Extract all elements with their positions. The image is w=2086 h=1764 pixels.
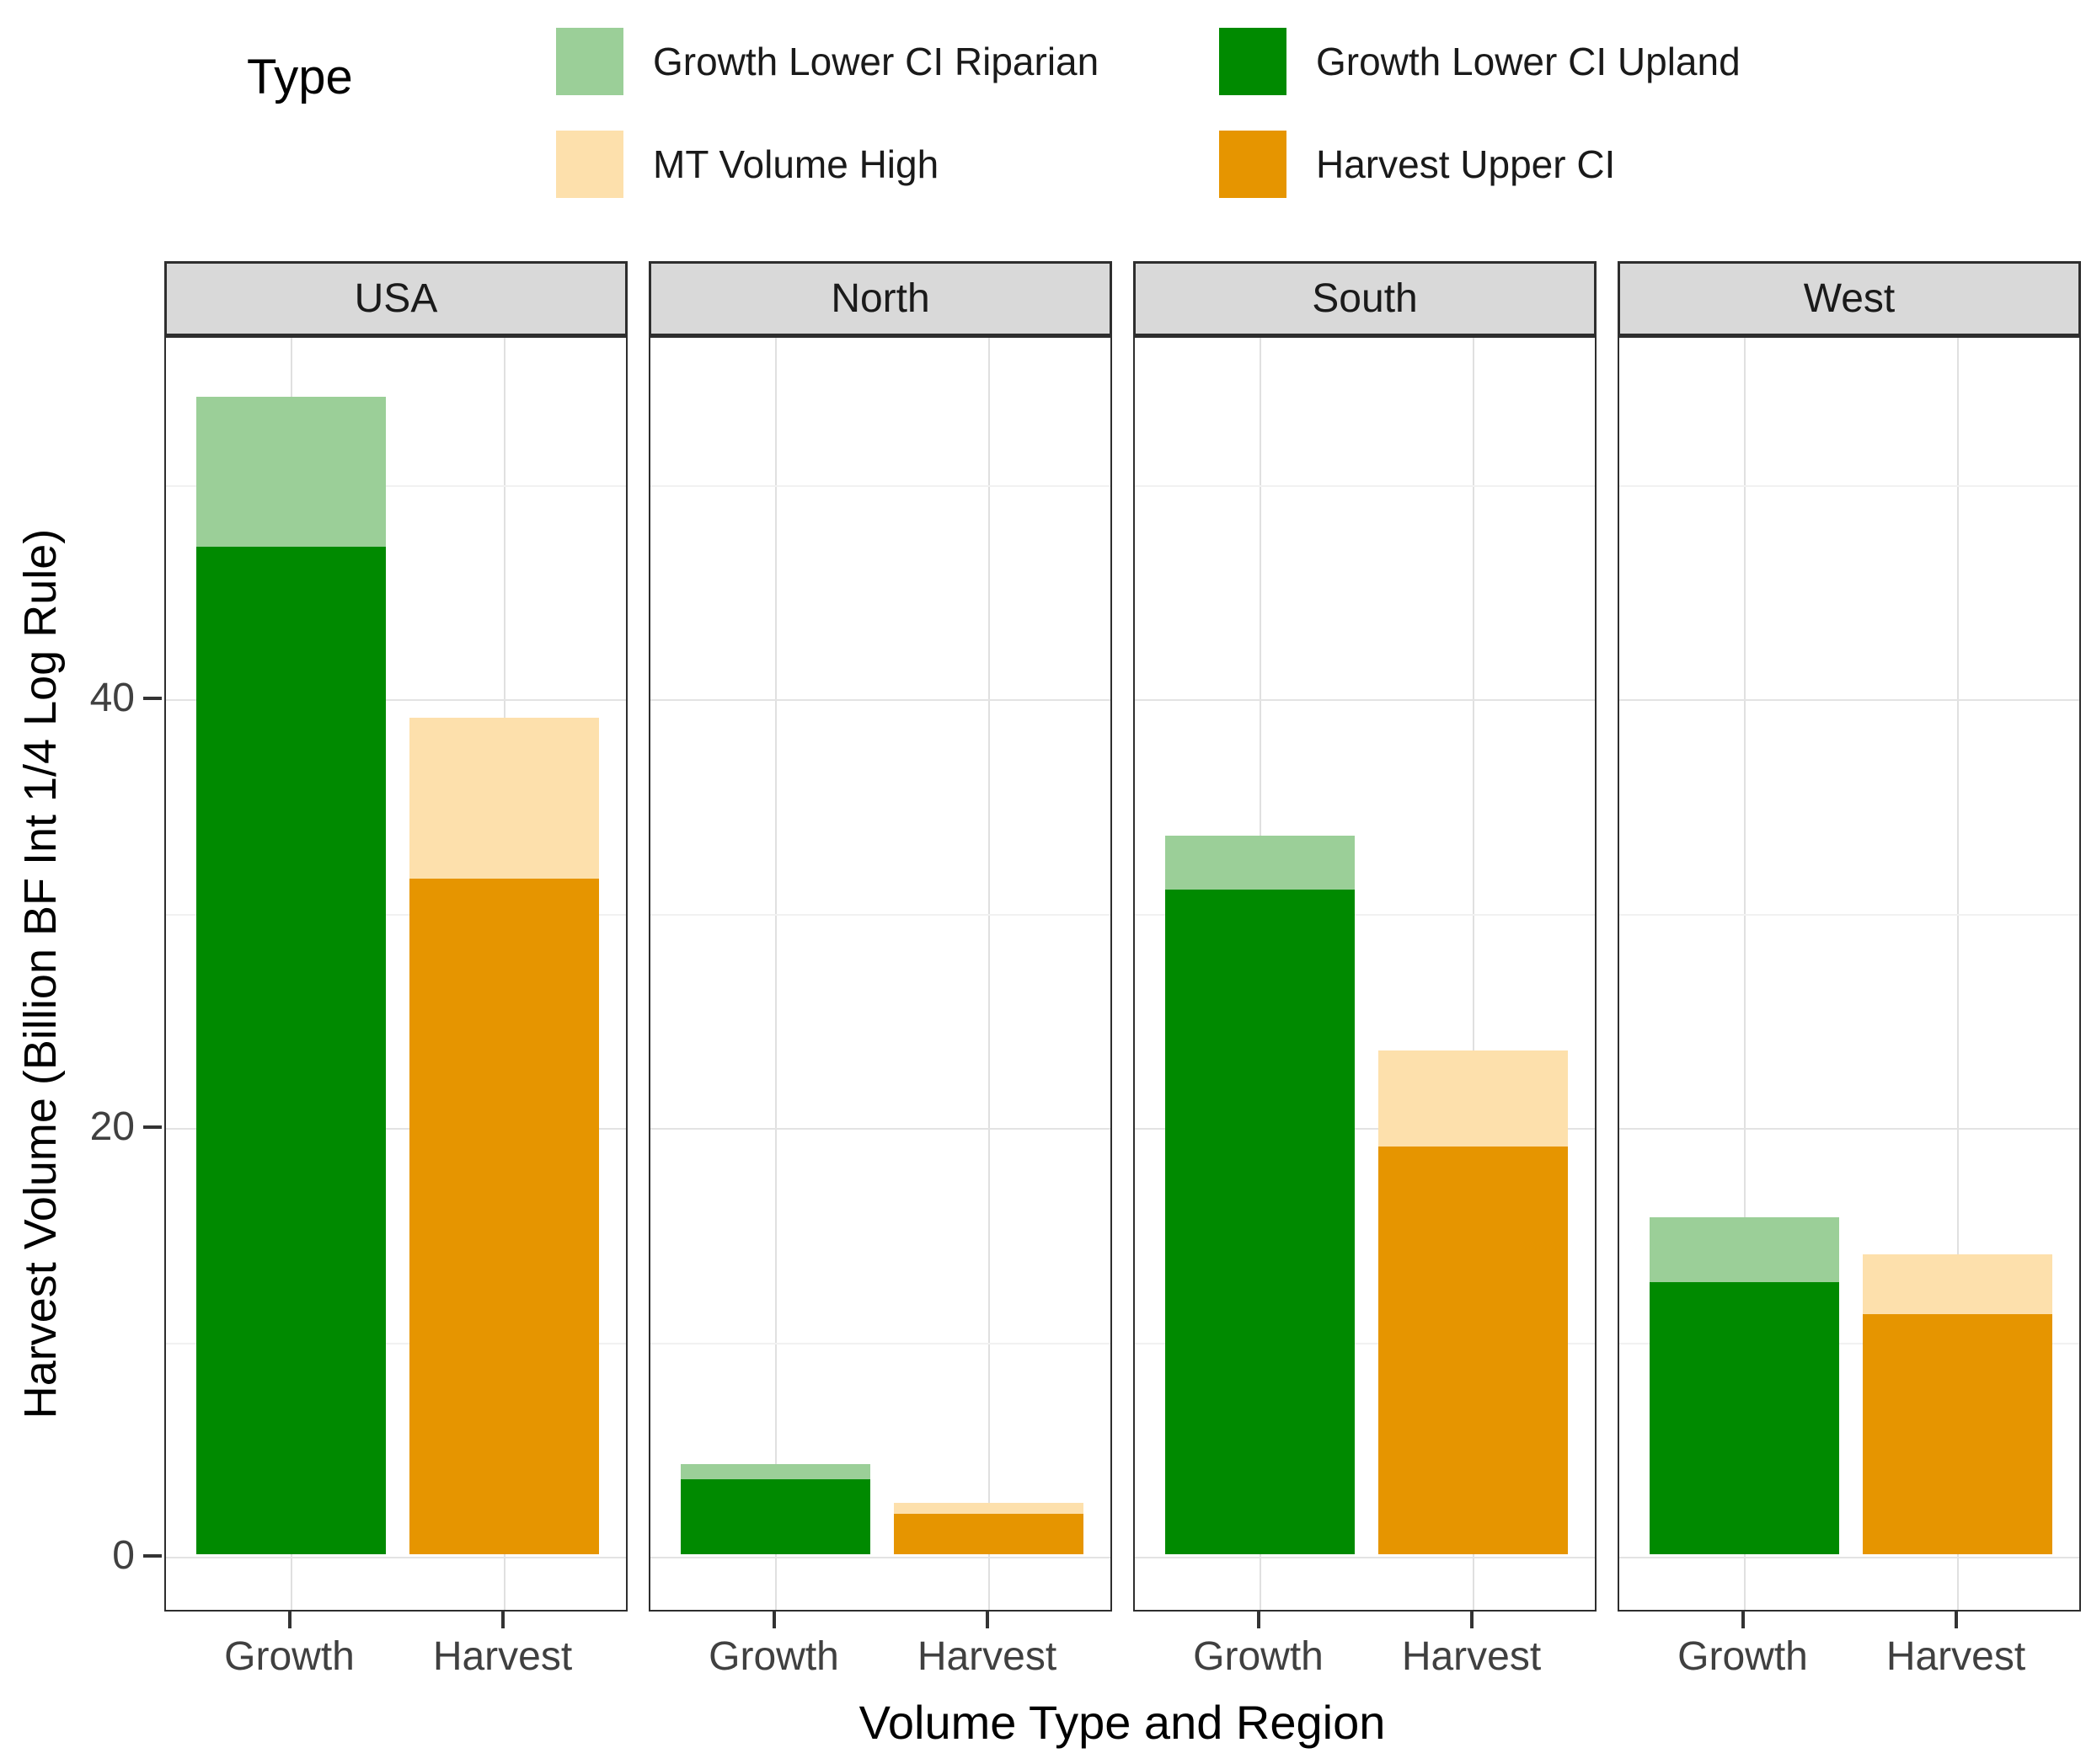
- x-tick-label-harvest: Harvest: [432, 1634, 573, 1679]
- gridline-vertical: [987, 338, 990, 1610]
- harvest-mt-high-segment: [409, 718, 599, 879]
- legend-title: Type: [247, 50, 353, 104]
- legend-label-growth-lower-ci-upland: Growth Lower CI Upland: [1316, 40, 1741, 83]
- x-tick-mark: [772, 1612, 776, 1628]
- harvest-mt-high-segment: [1863, 1254, 2052, 1314]
- gridline-major: [166, 699, 626, 701]
- y-tick-mark: [143, 697, 162, 700]
- gridline-minor: [650, 913, 1110, 916]
- y-axis-title: Harvest Volume (Billion BF Int 1/4 Log R…: [15, 528, 66, 1419]
- facet-strip-usa: USA: [164, 261, 628, 336]
- x-tick-label-harvest: Harvest: [1885, 1634, 2026, 1679]
- gridline-minor: [650, 484, 1110, 487]
- gridline-minor: [166, 484, 626, 487]
- facet-panel-north: [649, 336, 1112, 1612]
- legend-swatch-growth-lower-ci-upland: [1219, 28, 1286, 95]
- x-tick-label-growth: Growth: [1193, 1634, 1324, 1679]
- gridline-minor: [1135, 1342, 1595, 1344]
- facet-panel-usa: [164, 336, 628, 1612]
- x-tick-mark: [1256, 1612, 1260, 1628]
- x-axis-title: Volume Type and Region: [858, 1696, 1386, 1749]
- harvest-mt-high-segment: [1378, 1050, 1568, 1147]
- y-tick-mark: [143, 1125, 162, 1129]
- legend-swatch-growth-lower-ci-riparian: [556, 28, 623, 95]
- gridline-minor: [1135, 484, 1595, 487]
- gridline-vertical: [1472, 338, 1474, 1610]
- facet-strip-south: South: [1133, 261, 1597, 336]
- x-tick-label-harvest: Harvest: [917, 1634, 1057, 1679]
- x-tick-label-growth: Growth: [1677, 1634, 1808, 1679]
- facet-strip-north: North: [649, 261, 1112, 336]
- gridline-vertical: [1956, 338, 1959, 1610]
- gridline-major: [650, 1557, 1110, 1558]
- x-tick-label-harvest: Harvest: [1401, 1634, 1542, 1679]
- gridline-minor: [1619, 484, 2079, 487]
- gridline-minor: [166, 1342, 626, 1344]
- x-tick-mark: [985, 1612, 989, 1628]
- gridline-major: [1135, 1128, 1595, 1130]
- y-tick-label-0: 0: [112, 1533, 135, 1578]
- gridline-major: [1619, 699, 2079, 701]
- gridline-vertical: [774, 338, 777, 1610]
- harvest-upper-ci-segment: [894, 1513, 1083, 1554]
- gridline-vertical: [1743, 338, 1746, 1610]
- gridline-major: [650, 699, 1110, 701]
- gridline-major: [1619, 1128, 2079, 1130]
- x-tick-mark: [500, 1612, 505, 1628]
- growth-upland-segment: [681, 1478, 870, 1554]
- facet-strip-west: West: [1618, 261, 2081, 336]
- x-tick-mark: [1469, 1612, 1474, 1628]
- growth-riparian-segment: [681, 1464, 870, 1479]
- gridline-major: [1135, 699, 1595, 701]
- growth-upland-segment: [1650, 1281, 1839, 1554]
- legend-label-harvest-upper-ci: Harvest Upper CI: [1316, 142, 1616, 186]
- gridline-minor: [1619, 913, 2079, 916]
- gridline-major: [1135, 1557, 1595, 1558]
- gridline-major: [166, 1557, 626, 1558]
- harvest-upper-ci-segment: [409, 879, 599, 1554]
- y-tick-label-20: 20: [89, 1104, 135, 1149]
- legend-label-mt-volume-high: MT Volume High: [653, 142, 939, 186]
- x-tick-label-growth: Growth: [224, 1634, 355, 1679]
- y-tick-label-40: 40: [89, 676, 135, 720]
- growth-riparian-segment: [196, 396, 386, 547]
- gridline-minor: [1619, 1342, 2079, 1344]
- facet-panel-south: [1133, 336, 1597, 1612]
- growth-upland-segment: [196, 546, 386, 1554]
- gridline-major: [1619, 1557, 2079, 1558]
- x-tick-mark: [287, 1612, 292, 1628]
- gridline-minor: [650, 1342, 1110, 1344]
- growth-riparian-segment: [1165, 836, 1355, 890]
- harvest-mt-high-segment: [894, 1502, 1083, 1514]
- facet-panel-west: [1618, 336, 2081, 1612]
- y-tick-mark: [143, 1554, 162, 1558]
- growth-upland-segment: [1165, 890, 1355, 1554]
- harvest-upper-ci-segment: [1863, 1313, 2052, 1554]
- gridline-major: [166, 1128, 626, 1130]
- legend-swatch-mt-volume-high: [556, 131, 623, 198]
- gridline-minor: [1135, 913, 1595, 916]
- harvest-upper-ci-segment: [1378, 1147, 1568, 1554]
- gridline-major: [650, 1128, 1110, 1130]
- growth-riparian-segment: [1650, 1217, 1839, 1282]
- legend-label-growth-lower-ci-riparian: Growth Lower CI Riparian: [653, 40, 1099, 83]
- x-tick-label-growth: Growth: [709, 1634, 839, 1679]
- legend-swatch-harvest-upper-ci: [1219, 131, 1286, 198]
- x-tick-mark: [1954, 1612, 1958, 1628]
- x-tick-mark: [1741, 1612, 1745, 1628]
- gridline-minor: [166, 913, 626, 916]
